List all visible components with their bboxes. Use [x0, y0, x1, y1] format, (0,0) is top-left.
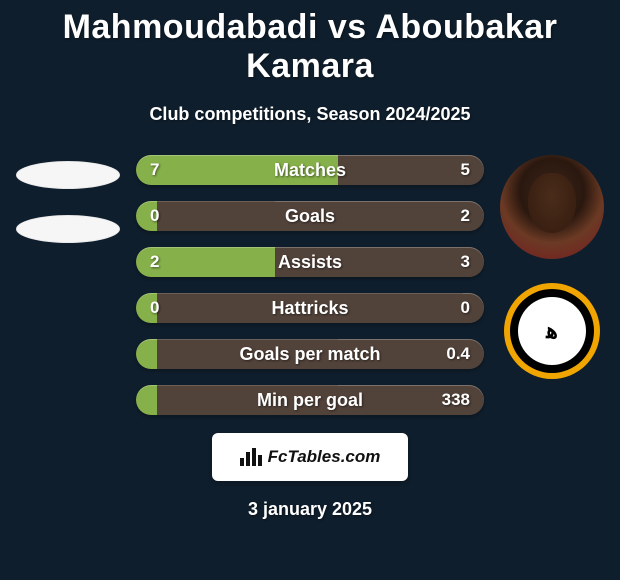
- club-logo: ه‍: [504, 283, 600, 379]
- left-player-column: [8, 155, 128, 243]
- page-title: Mahmoudabadi vs Aboubakar Kamara: [0, 8, 620, 86]
- right-player-column: ه‍: [492, 155, 612, 379]
- stat-row: 00Hattricks: [136, 293, 484, 323]
- stat-label: Matches: [136, 155, 484, 185]
- stat-row: 23Assists: [136, 247, 484, 277]
- stat-label: Assists: [136, 247, 484, 277]
- player-avatar: [500, 155, 604, 259]
- stat-row: 0.4Goals per match: [136, 339, 484, 369]
- stat-bars: 75Matches 02Goals 23Assists 00Hattricks 0.4G…: [136, 155, 484, 431]
- date: 3 january 2025: [0, 499, 620, 520]
- stat-label: Hattricks: [136, 293, 484, 323]
- footer-badge: FcTables.com: [212, 433, 408, 481]
- stat-row: 338Min per goal: [136, 385, 484, 415]
- stat-label: Goals: [136, 201, 484, 231]
- club-logo-placeholder: [16, 215, 120, 243]
- club-logo-glyph: ه‍: [546, 318, 558, 344]
- stat-row: 75Matches: [136, 155, 484, 185]
- stat-label: Goals per match: [136, 339, 484, 369]
- subtitle: Club competitions, Season 2024/2025: [0, 104, 620, 125]
- stat-row: 02Goals: [136, 201, 484, 231]
- player-avatar-placeholder: [16, 161, 120, 189]
- comparison-body: ه‍ 75Matches 02Goals 23Assists 00Hattricks 0…: [0, 155, 620, 425]
- comparison-card: Mahmoudabadi vs Aboubakar Kamara Club co…: [0, 0, 620, 580]
- footer-text: FcTables.com: [268, 447, 381, 467]
- stat-label: Min per goal: [136, 385, 484, 415]
- fctables-icon: [240, 448, 262, 466]
